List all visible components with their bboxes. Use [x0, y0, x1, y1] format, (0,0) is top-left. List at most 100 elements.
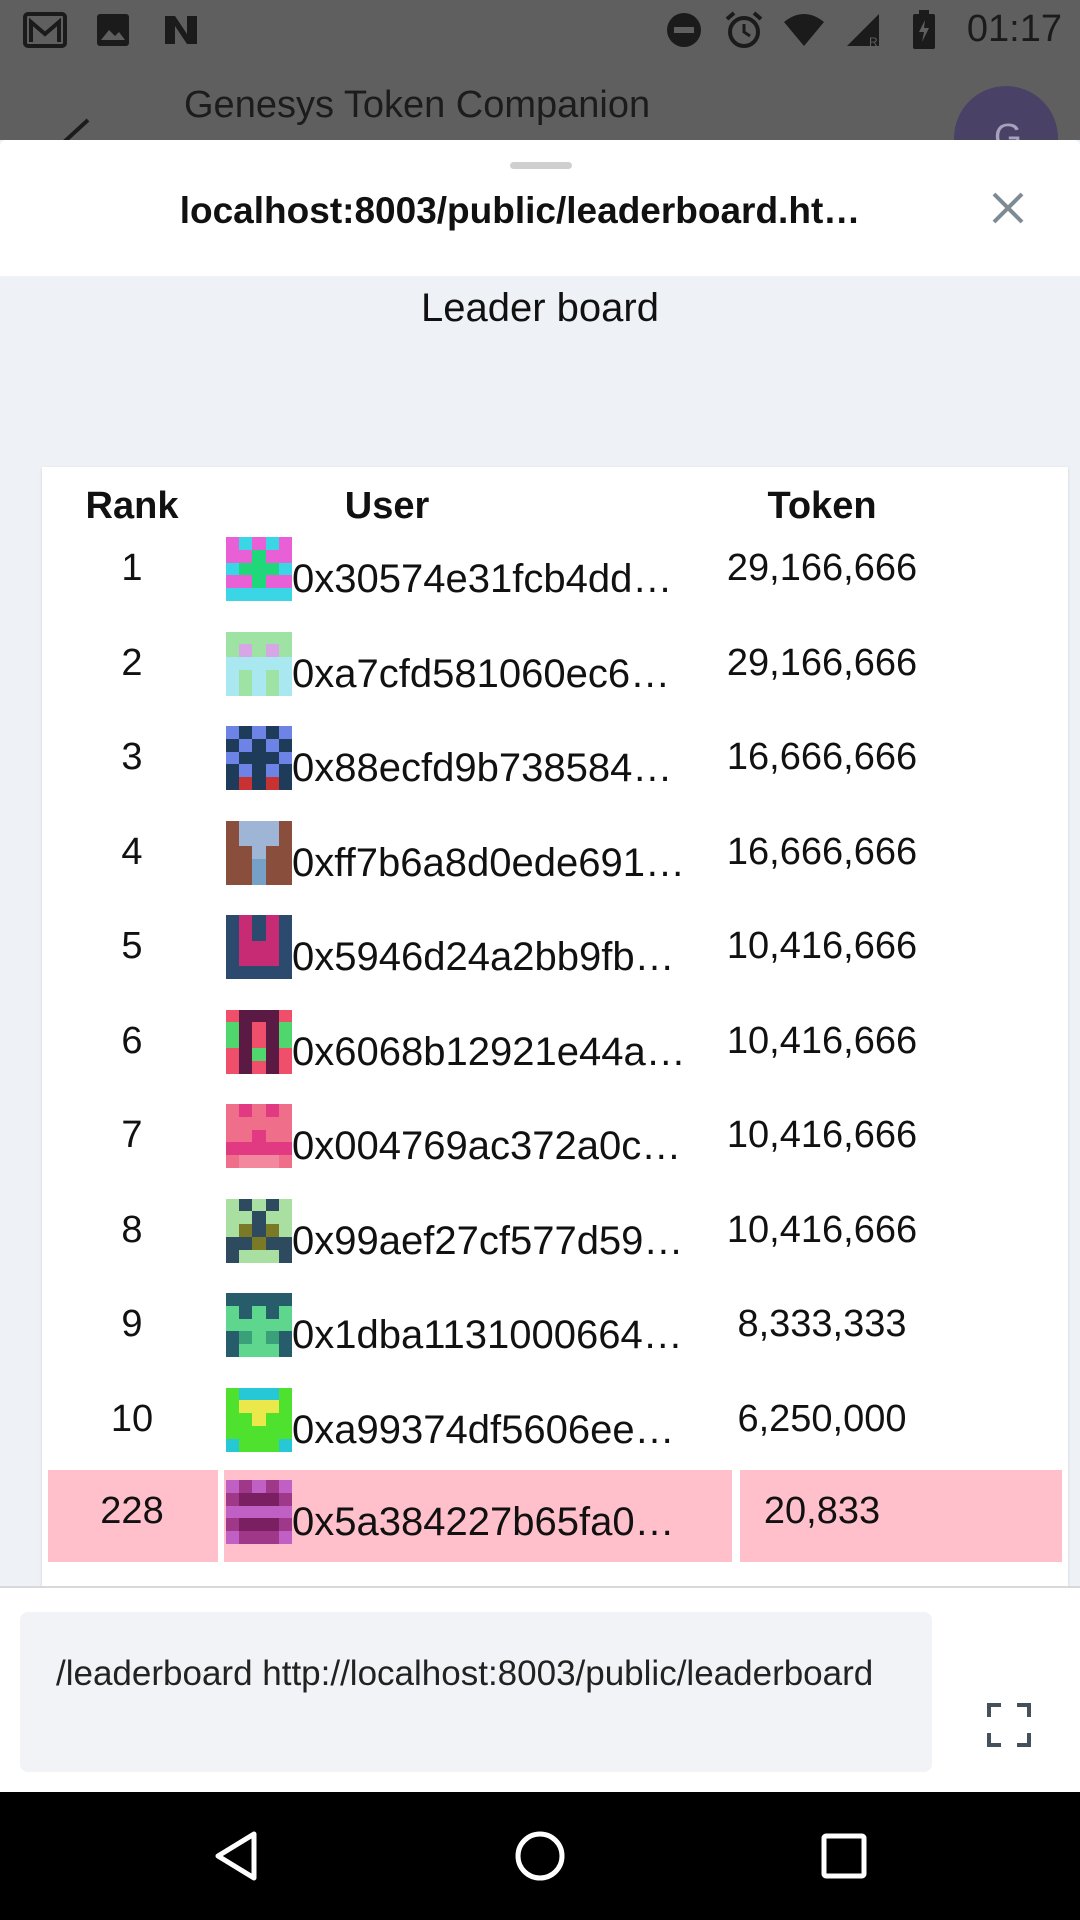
avatar-pixel [278, 1438, 292, 1452]
avatar-pixel [239, 1387, 253, 1401]
avatar-pixel [265, 575, 279, 589]
message-input[interactable]: /leaderboard http://localhost:8003/publi… [20, 1612, 932, 1772]
divider [0, 1586, 1080, 1588]
avatar-pixel [226, 1425, 240, 1439]
do-not-disturb-icon [661, 10, 707, 50]
avatar-pixel [239, 858, 253, 872]
avatar-pixel [278, 549, 292, 563]
notification-icons [22, 10, 204, 50]
table-row: 10 0xa99374df5606ee… 6,250,000 [42, 1378, 1068, 1472]
avatar-pixel [239, 966, 253, 979]
token-cell: 8,333,333 [737, 1303, 907, 1345]
avatar-pixel [252, 537, 266, 550]
avatar-pixel [226, 588, 240, 601]
avatar-pixel [239, 1022, 253, 1036]
avatar-pixel [278, 588, 292, 601]
drag-handle[interactable] [510, 162, 572, 169]
token-cell: 10,416,666 [726, 1114, 918, 1156]
avatar-pixel [226, 1480, 240, 1493]
table-row: 8 0x99aef27cf577d59… 10,416,666 [42, 1189, 1068, 1283]
avatar-pixel [278, 1022, 292, 1036]
avatar-pixel [278, 1116, 292, 1130]
avatar-pixel [265, 1236, 279, 1250]
signal-icon: R [841, 10, 887, 50]
avatar-pixel [252, 777, 266, 790]
expand-button[interactable] [986, 1702, 1032, 1748]
avatar-pixel [278, 953, 292, 967]
avatar-pixel [278, 1331, 292, 1345]
app-toolbar: Genesys Token Companion G [0, 64, 1080, 140]
avatar-pixel [278, 562, 292, 576]
avatar-pixel [252, 1047, 266, 1061]
avatar-pixel [239, 1518, 253, 1532]
avatar-pixel [252, 644, 266, 658]
column-header-token: Token [767, 485, 877, 527]
avatar-pixel [252, 1318, 266, 1332]
avatar-pixel [265, 682, 279, 696]
web-content[interactable]: Leader board Rank User Token 1 0x30574e31… [0, 276, 1080, 1586]
avatar-pixel [278, 1224, 292, 1237]
message-input-text[interactable]: /leaderboard http://localhost:8003/publi… [56, 1654, 874, 1693]
avatar-pixel [252, 657, 266, 670]
app-avatar: G [954, 86, 1058, 140]
avatar-pixel [278, 1060, 292, 1074]
avatar-pixel [226, 1492, 240, 1506]
avatar-pixel [278, 1387, 292, 1401]
avatar-pixel [226, 858, 240, 872]
avatar-pixel [265, 1305, 279, 1319]
table-row: 7 0x004769ac372a0c… 10,416,666 [42, 1094, 1068, 1188]
avatar-pixel [239, 927, 253, 941]
avatar-pixel [226, 631, 240, 645]
nav-recents-button[interactable] [808, 1820, 880, 1892]
user-avatar [226, 537, 292, 601]
nav-home-button[interactable] [504, 1820, 576, 1892]
avatar-pixel [239, 1104, 253, 1117]
avatar-pixel [239, 777, 253, 790]
avatar-pixel [239, 682, 253, 696]
avatar-pixel [226, 1236, 240, 1250]
avatar-pixel [252, 1305, 266, 1319]
avatar-pixel [265, 1224, 279, 1237]
avatar-pixel [265, 1035, 279, 1048]
app-avatar-letter: G [994, 116, 1023, 140]
avatar-pixel [226, 537, 240, 550]
avatar-pixel [265, 1129, 279, 1143]
avatar-pixel [252, 726, 266, 739]
avatar-pixel [265, 588, 279, 601]
avatar-pixel [278, 1104, 292, 1117]
page-heading: Leader board [421, 286, 659, 330]
avatar-pixel [265, 726, 279, 739]
avatar-pixel [265, 631, 279, 645]
close-button[interactable] [980, 180, 1036, 236]
avatar-pixel [278, 833, 292, 847]
avatar-pixel [265, 1047, 279, 1061]
avatar-pixel [265, 1387, 279, 1401]
system-icons: R 01:17 [661, 8, 1062, 51]
column-header-rank: Rank [85, 485, 179, 527]
avatar-pixel [226, 1104, 240, 1117]
avatar-pixel [265, 562, 279, 576]
avatar-pixel [265, 1142, 279, 1156]
avatar-pixel [239, 940, 253, 954]
avatar-pixel [252, 588, 266, 601]
avatar-pixel [278, 1236, 292, 1250]
avatar-pixel [265, 549, 279, 563]
avatar-pixel [239, 1318, 253, 1332]
avatar-pixel [226, 777, 240, 790]
current-user-avatar [226, 1480, 292, 1544]
avatar-pixel [265, 1492, 279, 1506]
avatar-pixel [252, 1155, 266, 1168]
nav-back-button[interactable] [200, 1820, 272, 1892]
avatar-pixel [265, 1413, 279, 1426]
avatar-pixel [278, 682, 292, 696]
avatar-pixel [278, 820, 292, 834]
avatar-pixel [226, 1518, 240, 1532]
avatar-pixel [265, 1022, 279, 1036]
avatar-pixel [239, 537, 253, 550]
avatar-pixel [278, 1047, 292, 1061]
avatar-pixel [239, 726, 253, 739]
avatar-pixel [239, 1293, 253, 1306]
avatar-pixel [226, 1009, 240, 1023]
clock: 01:17 [966, 8, 1062, 50]
avatar-pixel [265, 1009, 279, 1023]
